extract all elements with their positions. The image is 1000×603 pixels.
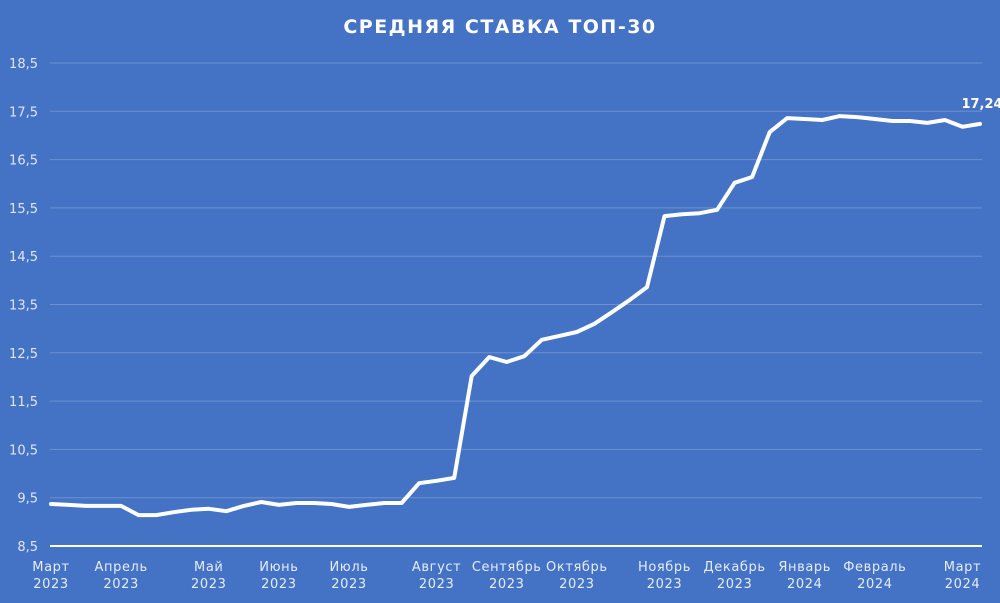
x-tick-year: 2023 <box>33 577 68 592</box>
x-tick-month: Декабрь <box>704 560 766 575</box>
series-line <box>49 114 982 518</box>
x-tick-month: Май <box>194 560 223 575</box>
x-tick-year: 2023 <box>559 577 594 592</box>
y-tick-label: 16,5 <box>9 154 38 169</box>
y-tick-label: 15,5 <box>9 202 38 217</box>
gridlines <box>50 62 982 499</box>
x-tick-month: Март <box>32 560 69 575</box>
x-tick-year: 2024 <box>945 577 980 592</box>
x-tick-year: 2024 <box>787 577 822 592</box>
x-tick-year: 2023 <box>489 577 524 592</box>
x-tick-year: 2023 <box>331 577 366 592</box>
x-tick-month: Март <box>944 560 981 575</box>
x-tick-month: Ноябрь <box>638 560 691 575</box>
x-tick-year: 2023 <box>419 577 454 592</box>
data-label: 17,24 <box>961 97 1000 112</box>
x-axis: Март 2023 Апрель 2023 Май 2023 Июнь 2023 Июль 202… <box>32 560 981 592</box>
x-tick-year: 2023 <box>647 577 682 592</box>
x-tick-year: 2023 <box>103 577 138 592</box>
x-tick-month: Февраль <box>843 560 906 575</box>
x-tick-month: Апрель <box>95 560 148 575</box>
x-tick-year: 2023 <box>261 577 296 592</box>
x-tick-month: Август <box>412 560 461 575</box>
x-tick-month: Сентябрь <box>472 560 542 575</box>
y-tick-label: 9,5 <box>17 492 38 507</box>
y-axis: 8,5 9,5 10,5 11,5 12,5 13,5 14,5 15,5 16,5 17,5 18… <box>9 57 38 555</box>
drop-lines <box>50 116 981 546</box>
x-tick-month: Январь <box>778 560 831 575</box>
y-tick-label: 18,5 <box>9 57 38 72</box>
y-tick-label: 8,5 <box>17 540 38 555</box>
x-tick-year: 2023 <box>717 577 752 592</box>
y-tick-label: 13,5 <box>9 299 38 314</box>
x-tick-year: 2023 <box>191 577 226 592</box>
y-tick-label: 12,5 <box>9 347 38 362</box>
x-tick-month: Июль <box>329 560 368 575</box>
last-value-label: 17,24 <box>961 97 1000 112</box>
y-tick-label: 17,5 <box>9 105 38 120</box>
x-tick-month: Июнь <box>259 560 298 575</box>
x-tick-month: Октябрь <box>546 560 608 575</box>
y-tick-label: 11,5 <box>9 395 38 410</box>
chart-title: СРЕДНЯЯ СТАВКА ТОП-30 <box>343 16 657 38</box>
y-tick-label: 14,5 <box>9 250 38 265</box>
x-tick-year: 2024 <box>857 577 892 592</box>
y-tick-label: 10,5 <box>9 443 38 458</box>
